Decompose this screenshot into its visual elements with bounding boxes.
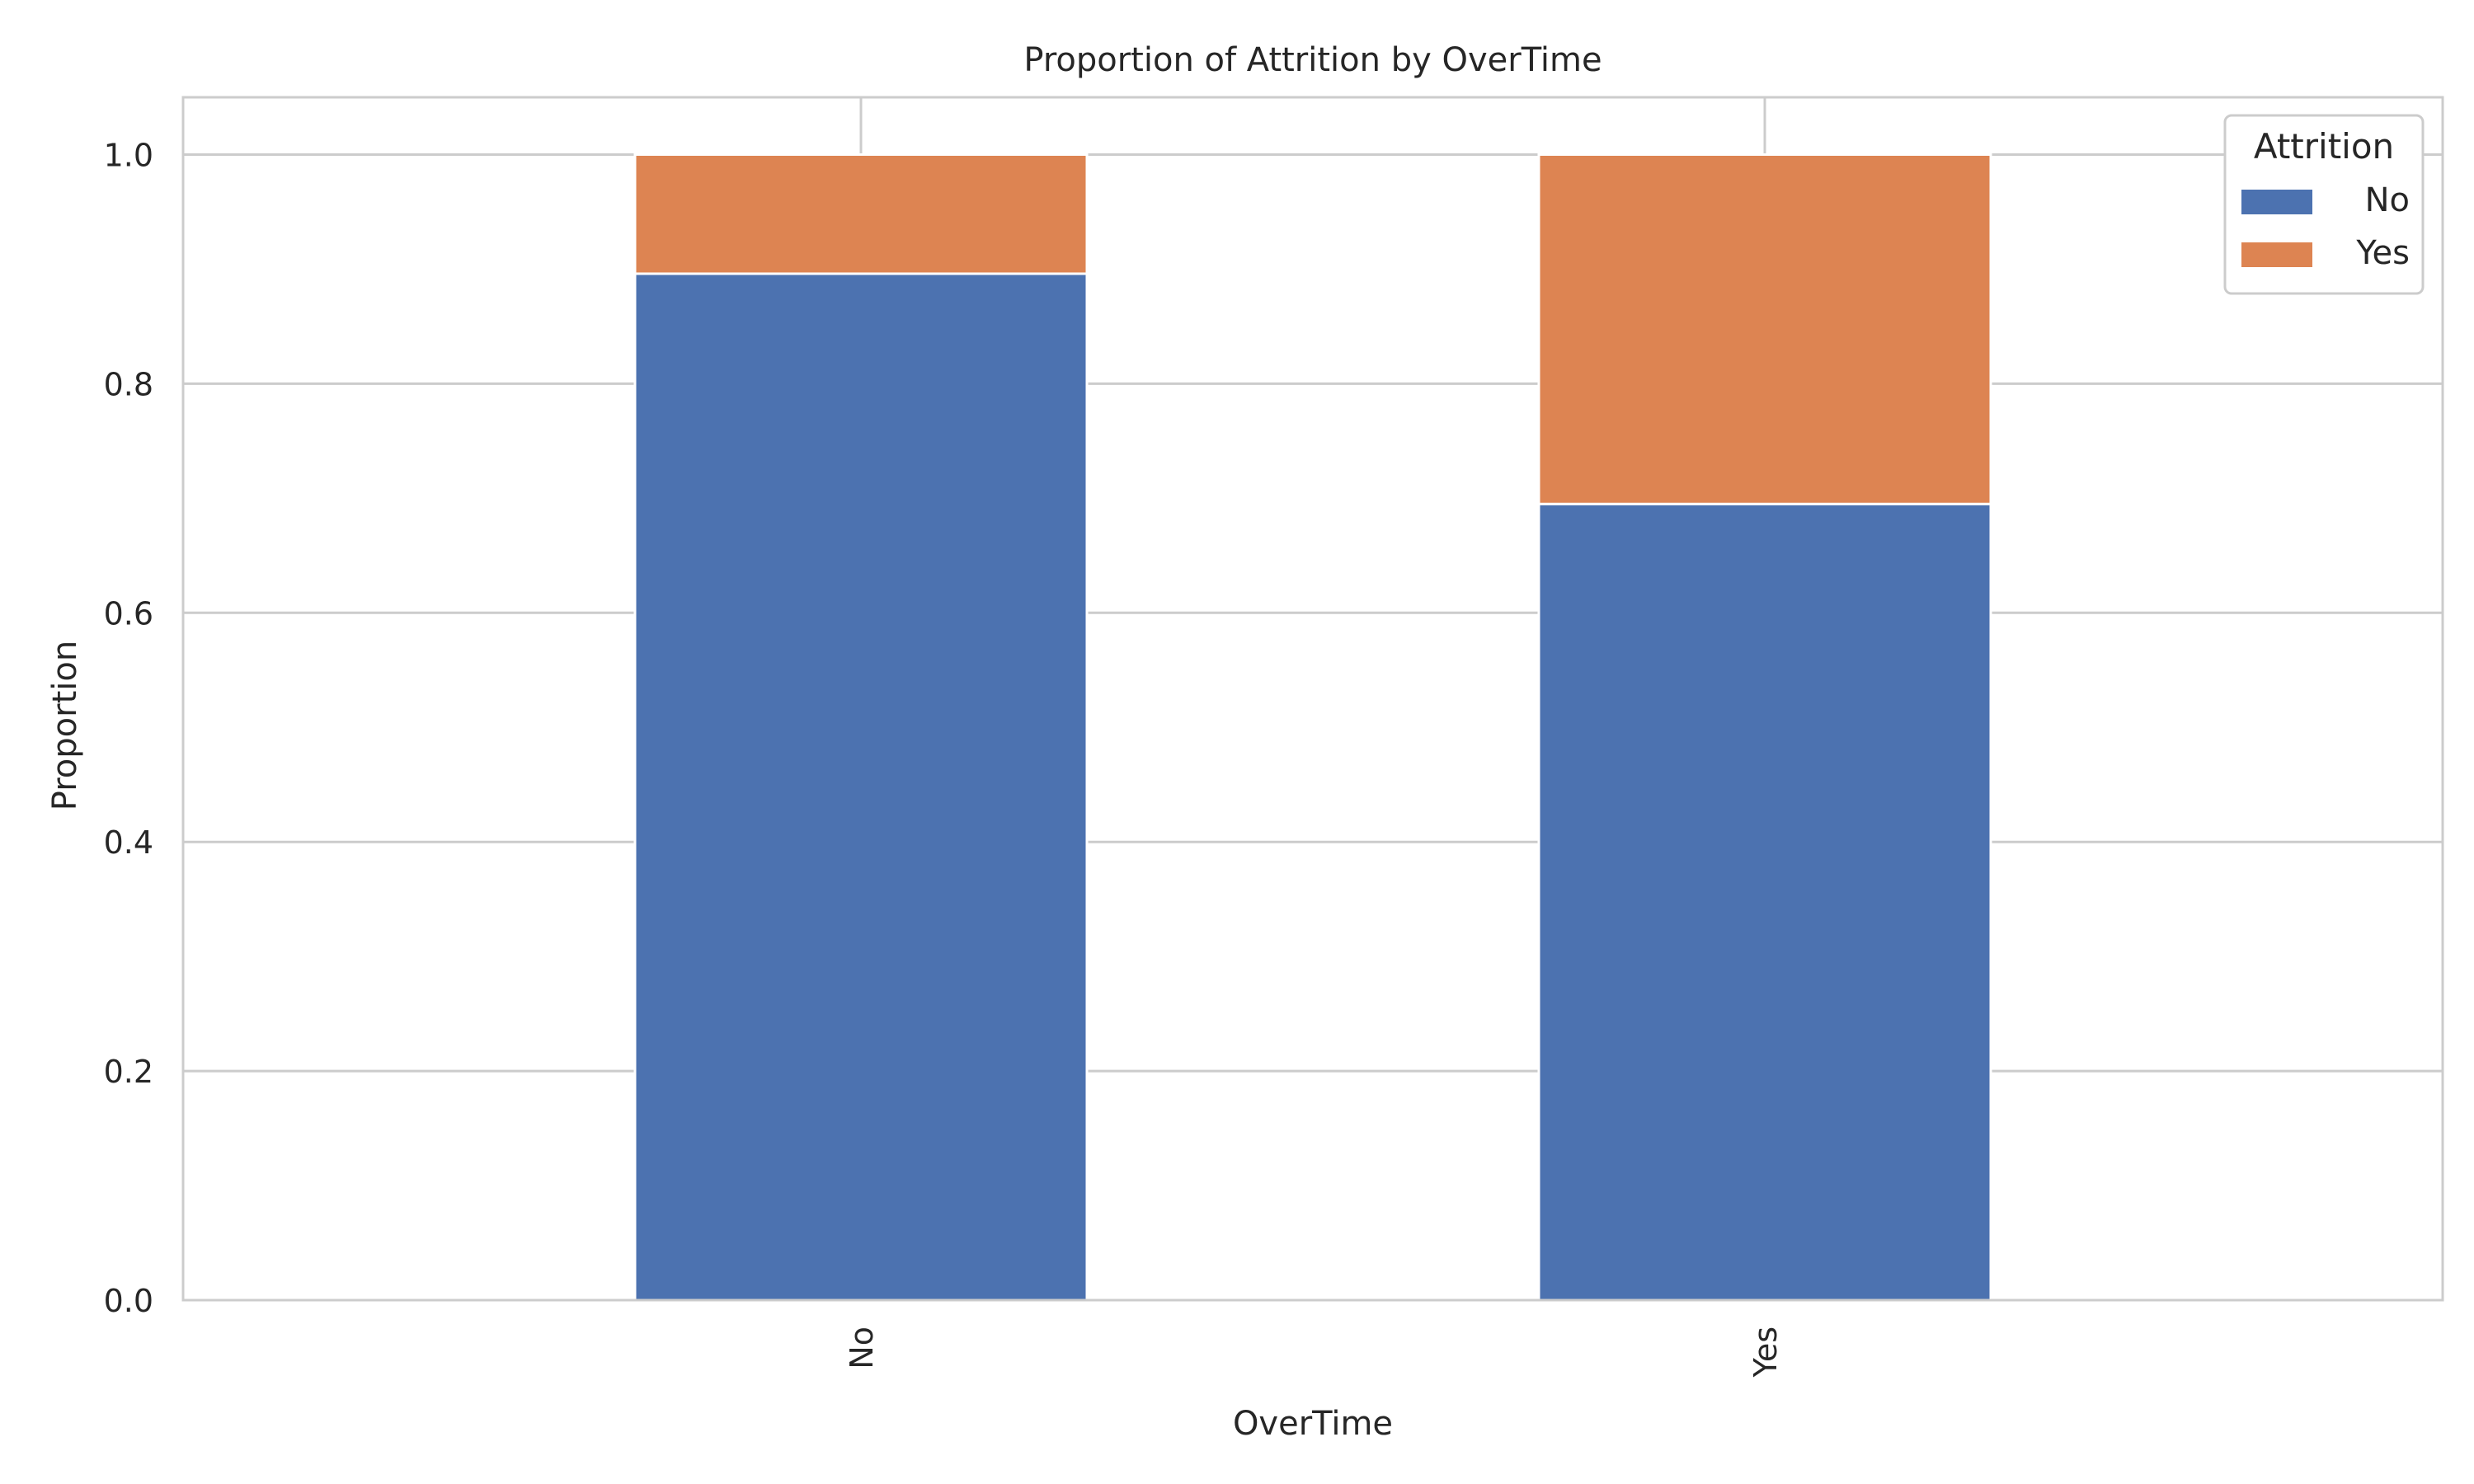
y-axis-label: Proportion: [46, 641, 84, 810]
y-tick-label: 0.0: [104, 1283, 153, 1319]
legend-items: No Yes: [2241, 181, 2410, 272]
y-tick-label: 0.2: [104, 1054, 153, 1090]
legend-swatch-yes: [2241, 242, 2312, 267]
legend-title: Attrition: [2254, 126, 2394, 167]
bar-no-no: [633, 272, 1089, 1302]
legend-label-yes: Yes: [2355, 234, 2410, 272]
x-tick-label: No: [844, 1327, 880, 1369]
y-tick-labels: 0.0 0.2 0.4 0.6 0.8 1.0: [104, 137, 153, 1319]
x-axis-label: OverTime: [1233, 1405, 1393, 1443]
bar-no-yes: [633, 153, 1089, 275]
legend-swatch-no: [2241, 190, 2312, 214]
plot-frame: [181, 96, 2444, 1302]
legend: Attrition No Yes: [2223, 114, 2425, 295]
y-tick-label: 0.8: [104, 366, 153, 402]
bar-yes-yes: [1537, 153, 1992, 505]
legend-label-no: No: [2365, 181, 2410, 219]
y-tick-label: 0.4: [104, 824, 153, 861]
chart-title: Proportion of Attrition by OverTime: [1023, 41, 1602, 79]
x-tick-label: Yes: [1747, 1327, 1784, 1378]
y-tick-label: 1.0: [104, 137, 153, 173]
bar-yes-no: [1537, 502, 1992, 1302]
y-tick-label: 0.6: [104, 595, 153, 632]
x-tick-labels: No Yes: [844, 1327, 1784, 1378]
bar-layer: [633, 153, 1992, 1302]
